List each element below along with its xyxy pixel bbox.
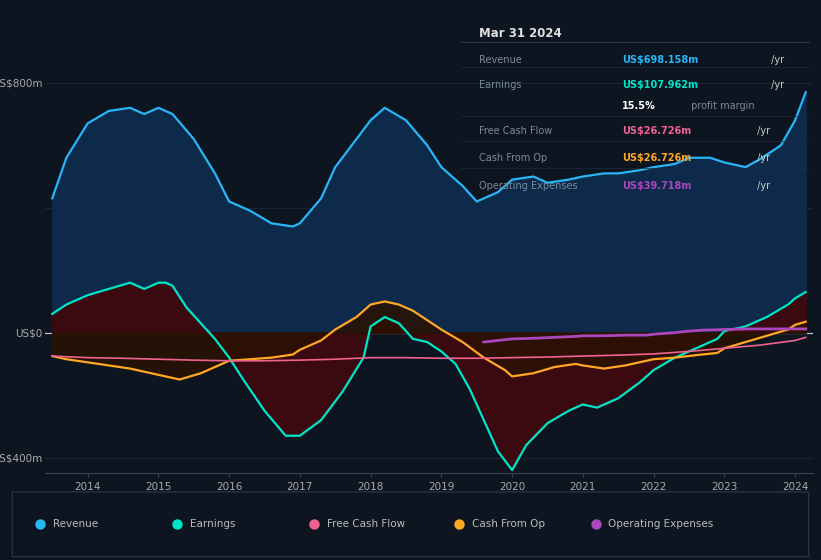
Text: Earnings: Earnings xyxy=(479,80,521,90)
Text: /yr: /yr xyxy=(754,126,771,136)
Text: /yr: /yr xyxy=(754,153,771,164)
Text: profit margin: profit margin xyxy=(688,101,754,111)
Text: /yr: /yr xyxy=(768,55,784,64)
Text: Free Cash Flow: Free Cash Flow xyxy=(327,519,405,529)
Text: /yr: /yr xyxy=(754,180,771,190)
Text: US$107.962m: US$107.962m xyxy=(622,80,698,90)
Text: Cash From Op: Cash From Op xyxy=(471,519,544,529)
Text: US$698.158m: US$698.158m xyxy=(622,55,698,64)
Text: 15.5%: 15.5% xyxy=(622,101,656,111)
Text: Revenue: Revenue xyxy=(479,55,521,64)
Text: Earnings: Earnings xyxy=(190,519,236,529)
Text: US$26.726m: US$26.726m xyxy=(622,153,691,164)
Text: Cash From Op: Cash From Op xyxy=(479,153,547,164)
FancyBboxPatch shape xyxy=(12,492,809,557)
Text: Revenue: Revenue xyxy=(53,519,99,529)
Text: Mar 31 2024: Mar 31 2024 xyxy=(479,27,562,40)
Text: /yr: /yr xyxy=(768,80,784,90)
Text: US$39.718m: US$39.718m xyxy=(622,180,691,190)
Text: Free Cash Flow: Free Cash Flow xyxy=(479,126,552,136)
Text: US$26.726m: US$26.726m xyxy=(622,126,691,136)
Text: Operating Expenses: Operating Expenses xyxy=(608,519,713,529)
Text: Operating Expenses: Operating Expenses xyxy=(479,180,577,190)
